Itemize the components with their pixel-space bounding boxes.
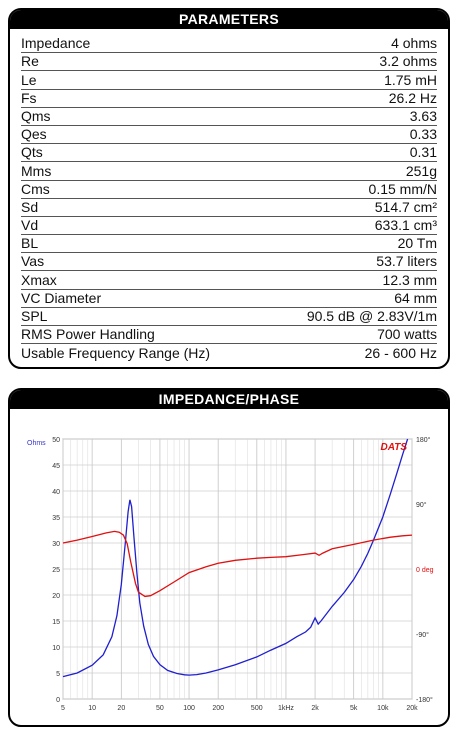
x-tick-label: 50 [156,705,164,712]
param-value: 1.75 mH [384,71,437,88]
param-label: Fs [21,89,37,106]
y-tick-label: 35 [52,515,60,522]
param-value: 633.1 cm³ [374,217,437,234]
x-tick-label: 100 [183,705,195,712]
phase-tick-label: -180° [416,696,433,704]
impedance-title: IMPEDANCE/PHASE [10,390,448,409]
param-value: 90.5 dB @ 2.83V/1m [306,308,437,324]
param-value: 3.2 ohms [379,53,437,70]
param-label: Cms [21,180,50,197]
phase-tick-label: 180° [416,436,431,444]
param-value: 0.31 [409,144,437,161]
param-row: Fs 26.2 Hz [21,90,437,108]
param-value: 3.63 [409,107,437,124]
y-axis-label: Ohms [27,440,46,447]
param-row: Vd 633.1 cm³ [21,217,437,236]
parameters-title: PARAMETERS [10,10,448,29]
param-label: Le [21,71,37,88]
param-value: 53.7 liters [376,253,437,270]
param-value: 514.7 cm² [374,198,437,215]
param-label: Sd [21,198,39,215]
param-row: VC Diameter 64 mm [21,290,437,308]
y-tick-label: 25 [52,567,60,574]
param-label: Vas [21,253,45,270]
x-tick-label: 200 [212,705,224,712]
param-label: Vd [21,217,39,234]
phase-curve [62,530,413,598]
param-row: SPL 90.5 dB @ 2.83V/1m [21,308,437,326]
param-label: RMS Power Handling [21,326,155,343]
y-tick-label: 30 [52,541,60,548]
param-row: BL 20 Tm [21,235,437,254]
parameters-table: Impedance 4 ohms Re 3.2 ohms Le 1.75 mH Fs 26.2… [21,35,437,362]
param-row: Qms 3.63 [21,108,437,126]
brand-logo: DATS [381,442,408,453]
param-label: Usable Frequency Range (Hz) [21,345,211,362]
x-tick-label: 5 [61,705,65,712]
param-label: VC Diameter [21,289,102,306]
param-value: 251g [405,162,437,179]
y-tick-label: 5 [56,671,60,678]
impedance-curve [62,438,409,678]
x-tick-label: 10k [377,705,389,712]
param-value: 26.2 Hz [388,89,437,106]
param-row: Qts 0.31 [21,144,437,163]
x-tick-label: 20 [117,705,125,712]
param-row: Impedance 4 ohms [21,35,437,54]
y-tick-label: 45 [52,463,60,470]
y-tick-label: 15 [52,619,60,626]
x-tick-label: 10 [88,705,96,712]
phase-tick-label: 0 deg [416,567,434,574]
x-tick-label: 500 [251,705,263,712]
param-row: Xmax 12.3 mm [21,271,437,290]
param-label: Qts [21,144,43,161]
param-label: Mms [21,162,52,179]
phase-tick-label: 90° [416,501,427,509]
parameters-panel: PARAMETERS Impedance 4 ohms Re 3.2 ohms Le 1.… [8,8,450,369]
param-label: Qes [21,126,47,143]
x-tick-label: 2k [311,705,319,712]
param-row: Cms 0.15 mm/N [21,181,437,199]
param-label: Impedance [21,35,91,52]
param-row: Usable Frequency Range (Hz) 26 - 600 Hz [21,344,437,362]
param-row: Qes 0.33 [21,126,437,145]
x-tick-label: 20k [406,705,418,712]
param-label: Re [21,53,39,70]
y-tick-label: 40 [52,489,60,496]
param-value: 4 ohms [391,35,437,52]
y-tick-label: 20 [52,593,60,600]
param-label: SPL [21,308,48,324]
param-row: Vas 53.7 liters [21,253,437,272]
param-value: 26 - 600 Hz [364,345,437,362]
param-row: Re 3.2 ohms [21,53,437,72]
x-tick-label: 5k [350,705,358,712]
param-row: RMS Power Handling 700 watts [21,326,437,345]
param-label: Xmax [21,271,57,288]
param-label: BL [21,235,39,252]
param-value: 700 watts [377,326,437,343]
x-tick-label: 1kHz [278,705,294,712]
param-value: 12.3 mm [382,271,437,288]
param-value: 0.33 [409,126,437,143]
param-row: Sd 514.7 cm² [21,199,437,217]
phase-tick-label: -90° [416,631,429,639]
param-value: 20 Tm [397,235,437,252]
impedance-panel: IMPEDANCE/PHASE 0 5 10 15 20 25 30 35 40 45 50 5 10 2… [8,388,450,727]
param-value: 0.15 mm/N [368,180,437,197]
param-value: 64 mm [394,289,437,306]
y-tick-label: 10 [52,645,60,652]
y-tick-label: 0 [56,697,60,704]
y-tick-label: 50 [52,437,60,444]
param-row: Le 1.75 mH [21,71,437,90]
param-label: Qms [21,107,51,124]
param-row: Mms 251g [21,162,437,181]
